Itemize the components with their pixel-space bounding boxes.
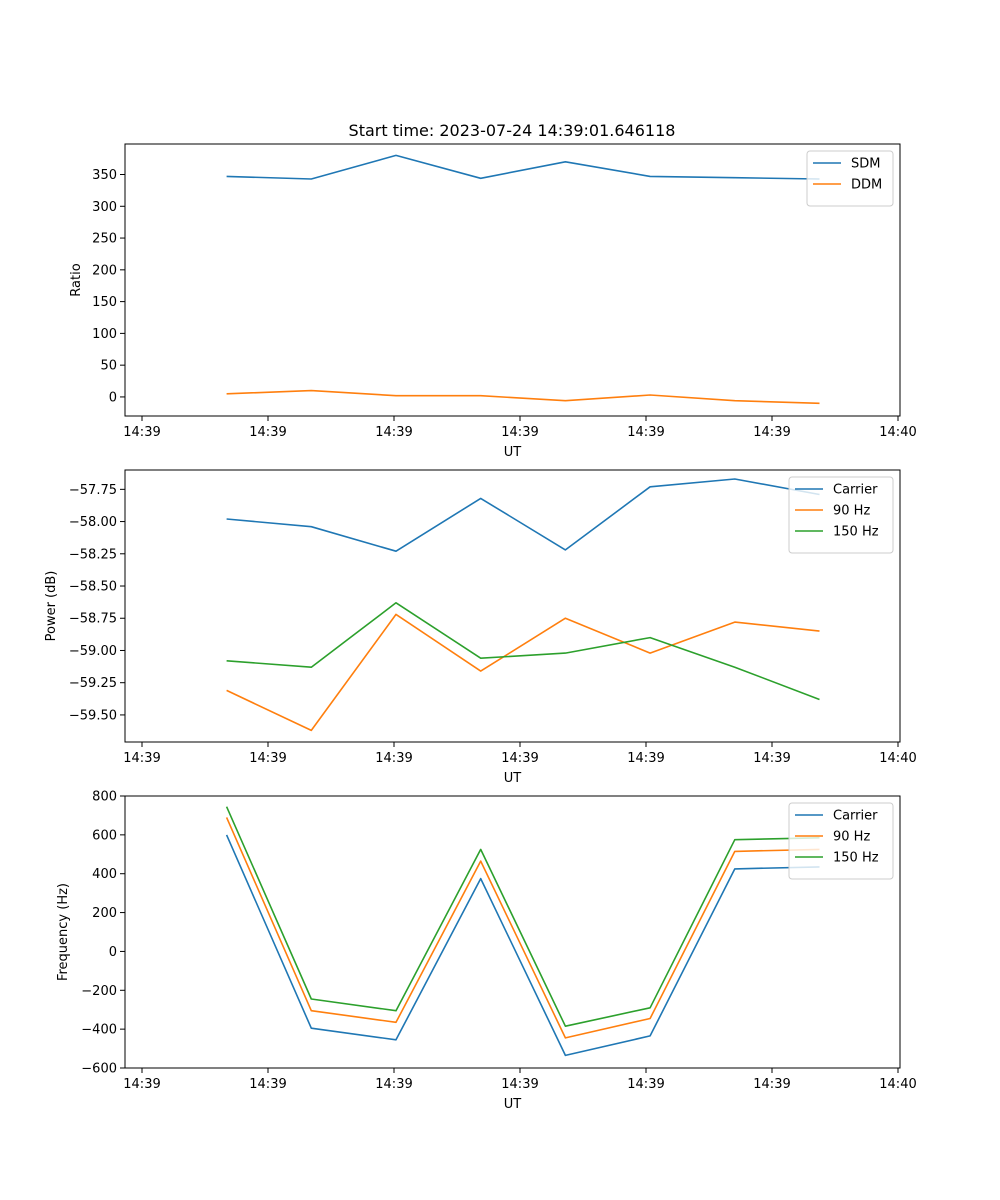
x-tick-label: 14:39 <box>501 1077 538 1092</box>
y-tick-label: −200 <box>81 984 117 999</box>
y-tick-label: 50 <box>100 359 117 374</box>
y-tick-label: 100 <box>92 327 117 342</box>
x-tick-label: 14:39 <box>123 1077 160 1092</box>
y-tick-label: 0 <box>109 390 117 405</box>
x-tick-label: 14:40 <box>879 1077 916 1092</box>
y-axis-label: Ratio <box>69 263 84 296</box>
x-tick-label: 14:39 <box>627 751 664 766</box>
x-tick-label: 14:39 <box>753 751 790 766</box>
x-tick-label: 14:40 <box>879 425 916 440</box>
y-tick-label: 0 <box>109 945 117 960</box>
legend-label: DDM <box>851 178 882 193</box>
y-tick-label: −57.75 <box>69 483 117 498</box>
y-tick-label: −59.50 <box>69 708 117 723</box>
y-tick-label: −58.25 <box>69 547 117 562</box>
x-tick-label: 14:39 <box>753 1077 790 1092</box>
x-tick-label: 14:39 <box>627 425 664 440</box>
x-axis-label: UT <box>504 771 522 786</box>
x-axis-label: UT <box>504 1097 522 1112</box>
y-tick-label: −58.75 <box>69 612 117 627</box>
y-tick-label: −58.50 <box>69 580 117 595</box>
y-tick-label: −400 <box>81 1023 117 1038</box>
x-tick-label: 14:39 <box>249 1077 286 1092</box>
legend-label: Carrier <box>833 809 878 824</box>
legend-label: 90 Hz <box>833 504 870 519</box>
panel-1: 14:39 14:39 14:39 14:39 14:39 14:39 14:40 UT 0 50… <box>69 143 917 460</box>
x-axis-label: UT <box>504 445 522 460</box>
y-tick-label: −600 <box>81 1062 117 1077</box>
panel-2: 14:39 14:39 14:39 14:39 14:39 14:39 14:40 UT −59… <box>44 469 917 786</box>
y-tick-label: 200 <box>92 906 117 921</box>
axes-frame <box>124 143 901 417</box>
x-tick-label: 14:39 <box>249 751 286 766</box>
panels: 14:39 14:39 14:39 14:39 14:39 14:39 14:40 UT 0 50… <box>44 143 917 1113</box>
y-tick-label: 400 <box>92 867 117 882</box>
y-tick-label: 300 <box>92 200 117 215</box>
legend-box <box>788 802 894 880</box>
x-tick-label: 14:39 <box>123 751 160 766</box>
y-tick-label: −59.00 <box>69 644 117 659</box>
y-tick-label: 200 <box>92 263 117 278</box>
x-tick-label: 14:39 <box>249 425 286 440</box>
x-tick-label: 14:40 <box>879 751 916 766</box>
series-line-90-hz <box>225 817 820 1039</box>
y-tick-label: 150 <box>92 295 117 310</box>
x-tick-label: 14:39 <box>375 425 412 440</box>
x-tick-label: 14:39 <box>375 751 412 766</box>
legend-label: Carrier <box>833 483 878 498</box>
y-axis-label: Frequency (Hz) <box>56 883 71 981</box>
x-tick-label: 14:39 <box>501 751 538 766</box>
legend-label: 150 Hz <box>833 525 879 540</box>
y-tick-label: −59.25 <box>69 676 117 691</box>
legend-label: 90 Hz <box>833 830 870 845</box>
y-axis-label: Power (dB) <box>44 571 59 642</box>
legend-box <box>806 150 894 207</box>
series-line-carrier <box>226 478 820 553</box>
series-line-ddm <box>226 389 820 405</box>
panel-3: 14:39 14:39 14:39 14:39 14:39 14:39 14:40 UT −60… <box>56 790 917 1113</box>
legend-label: SDM <box>851 157 880 172</box>
series-line-sdm <box>226 154 820 180</box>
x-tick-label: 14:39 <box>123 425 160 440</box>
x-tick-label: 14:39 <box>375 1077 412 1092</box>
x-tick-label: 14:39 <box>753 425 790 440</box>
x-tick-label: 14:39 <box>501 425 538 440</box>
legend-box <box>788 476 894 554</box>
y-tick-label: −58.00 <box>69 515 117 530</box>
y-tick-label: 250 <box>92 232 117 247</box>
series-line-90-hz <box>226 613 820 732</box>
series-line-carrier <box>225 834 820 1057</box>
y-tick-label: 600 <box>92 828 117 843</box>
figure-title: Start time: 2023-07-24 14:39:01.646118 <box>349 121 676 140</box>
axes-frame <box>124 795 901 1069</box>
x-tick-label: 14:39 <box>627 1077 664 1092</box>
series-line-150-hz <box>225 806 820 1027</box>
y-tick-label: 350 <box>92 168 117 183</box>
y-tick-label: 800 <box>92 790 117 805</box>
series-line-150-hz <box>226 601 820 701</box>
axes-frame <box>124 469 901 743</box>
legend-label: 150 Hz <box>833 851 879 866</box>
